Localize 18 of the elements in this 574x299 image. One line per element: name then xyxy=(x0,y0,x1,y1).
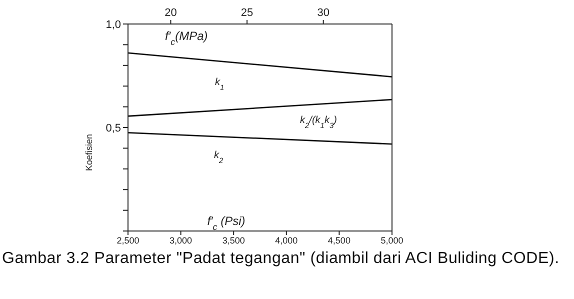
x-tick-label: 4,500 xyxy=(328,235,350,246)
x2-tick-label: 30 xyxy=(317,7,330,19)
y-tick-label: 0,5 xyxy=(106,122,121,134)
annotation: k$_{2}$/(k$_{1}$k$_{3}$) xyxy=(300,115,337,130)
x-tick-label: 5,000 xyxy=(380,235,404,246)
text: Gambar 3.2 Parameter "Padat tegangan" (diambil dari ACI Buliding CODE). xyxy=(2,249,560,268)
y-tick-label: 1,0 xyxy=(106,18,121,31)
annotation: k$_{1}$ xyxy=(215,77,224,92)
x-tick-label: 4,000 xyxy=(275,235,298,246)
x2-axis-title: f′$_{c}$(MPa) xyxy=(165,29,208,47)
x-axis-title: f′$_{c}$ (Psi) xyxy=(207,214,246,232)
x-tick-label: 2,500 xyxy=(116,235,140,246)
x2-tick-label: 25 xyxy=(240,7,254,19)
x-tick-label: 3,000 xyxy=(170,235,192,246)
x2-tick-label: 20 xyxy=(164,7,177,19)
annotation: k$_{2}$ xyxy=(214,150,224,164)
x-tick-label: 3,500 xyxy=(222,235,245,246)
y-axis-title: Koefisien xyxy=(84,134,94,172)
